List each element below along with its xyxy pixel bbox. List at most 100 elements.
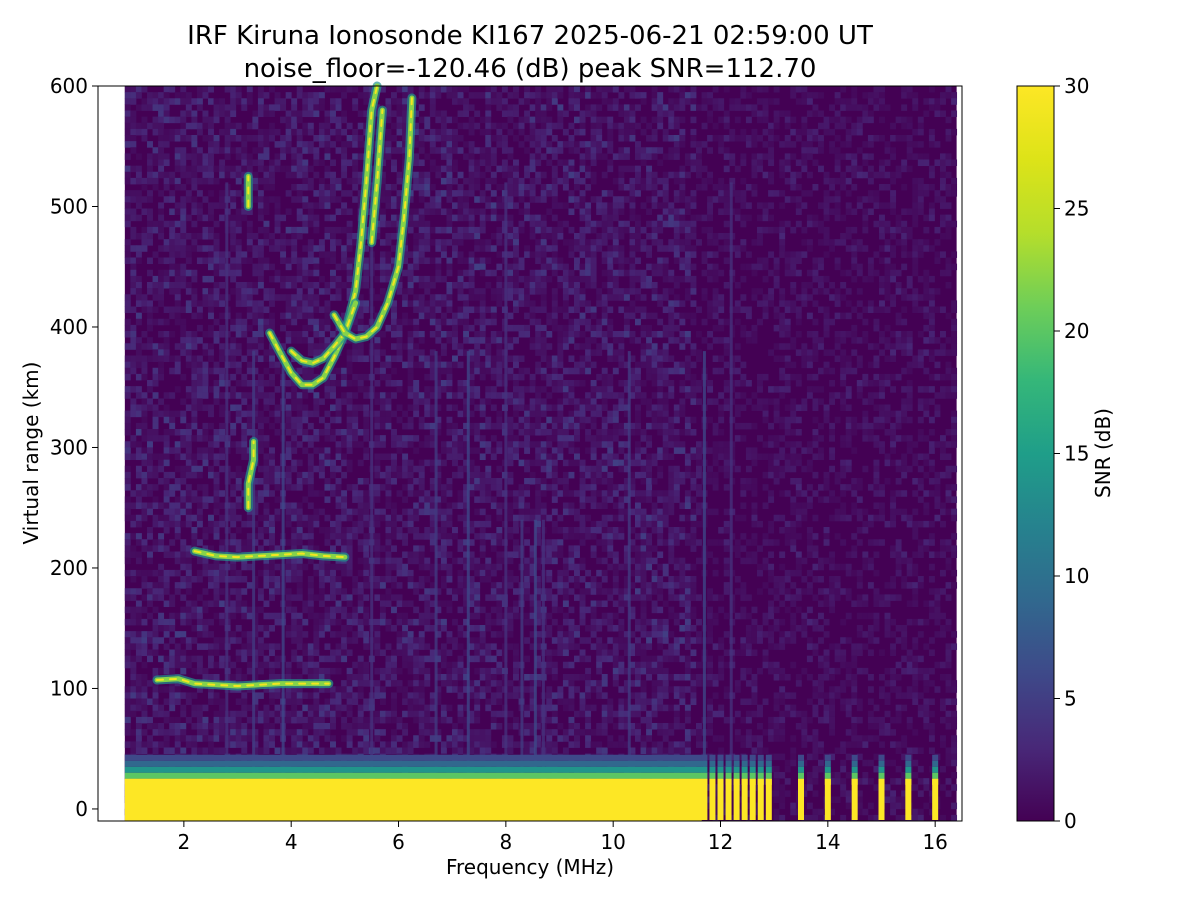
noise-cell [446,533,453,540]
noise-cell [407,514,414,522]
noise-cell [163,551,170,559]
noise-cell [235,735,242,742]
noise-cell [257,177,264,185]
noise-cell [263,661,270,669]
noise-cell [147,716,153,724]
noise-cell [174,453,181,461]
noise-cell [202,361,209,369]
noise-cell [213,508,220,516]
noise-cell [490,245,497,252]
noise-cell [413,294,420,301]
noise-cell [274,710,281,718]
noise-cell [357,349,364,356]
noise-cell [474,208,481,216]
noise-cell [180,318,187,326]
noise-cell [235,723,242,730]
noise-cell [402,496,409,503]
noise-cell [152,116,159,124]
noise-cell [291,404,298,412]
noise-cell [468,643,475,650]
noise-cell [135,631,142,638]
noise-cell [296,686,303,693]
noise-cell [296,569,303,577]
noise-cell [357,569,364,577]
noise-cell [435,533,442,540]
noise-cell [213,386,220,393]
noise-cell [341,569,348,577]
noise-cell [252,533,259,540]
noise-cell [468,104,475,111]
noise-cell [346,410,353,418]
noise-cell [180,202,187,209]
noise-cell [391,692,397,699]
noise-cell [191,110,198,118]
noise-cell [269,128,275,136]
noise-cell [335,588,342,595]
noise-cell [402,104,409,111]
noise-cell [352,618,359,626]
noise-cell [463,447,470,454]
noise-cell [474,343,481,350]
noise-cell [429,98,436,105]
noise-cell [435,202,442,209]
noise-cell [180,165,187,173]
noise-cell [407,582,414,589]
noise-cell [296,263,303,271]
noise-cell [413,508,420,516]
noise-cell [274,612,281,620]
noise-cell [274,471,281,479]
noise-cell [429,141,436,148]
noise-cell [330,667,336,675]
noise-cell [191,704,198,712]
noise-cell [230,735,237,742]
noise-cell [318,747,325,755]
noise-cell [440,331,447,338]
noise-cell [318,135,325,142]
noise-cell [413,502,420,510]
noise-cell [147,190,153,197]
noise-cell [335,747,342,755]
noise-cell [252,269,259,277]
noise-cell [124,196,131,203]
noise-cell [391,655,397,663]
noise-cell [352,104,359,111]
noise-cell [219,343,226,350]
noise-cell [230,318,237,326]
noise-cell [274,159,281,167]
noise-cell [446,190,453,197]
noise-cell [463,649,470,657]
noise-cell [379,582,386,589]
noise-cell [313,269,320,277]
noise-cell [202,618,209,626]
noise-cell [307,386,314,393]
noise-cell [174,159,181,167]
noise-cell [429,545,436,552]
noise-cell [241,674,248,681]
noise-cell [418,692,425,699]
noise-cell [485,98,492,105]
noise-cell [379,349,386,356]
noise-cell [357,545,364,552]
noise-cell [490,502,497,510]
noise-cell [219,355,226,363]
noise-cell [269,373,275,381]
noise-cell [202,165,209,173]
noise-cell [208,214,214,222]
noise-cell [263,453,270,461]
noise-cell [346,141,353,148]
noise-cell [341,533,348,540]
noise-cell [130,643,137,650]
noise-cell [174,135,181,142]
noise-cell [457,349,464,356]
noise-cell [474,569,481,577]
noise-cell [230,128,237,136]
noise-cell [135,86,142,93]
noise-cell [246,239,253,246]
noise-cell [485,416,492,424]
noise-cell [291,386,298,393]
noise-cell [463,300,470,307]
noise-cell [202,422,209,430]
noise-cell [230,600,237,608]
noise-cell [246,520,253,528]
noise-cell [396,441,403,448]
